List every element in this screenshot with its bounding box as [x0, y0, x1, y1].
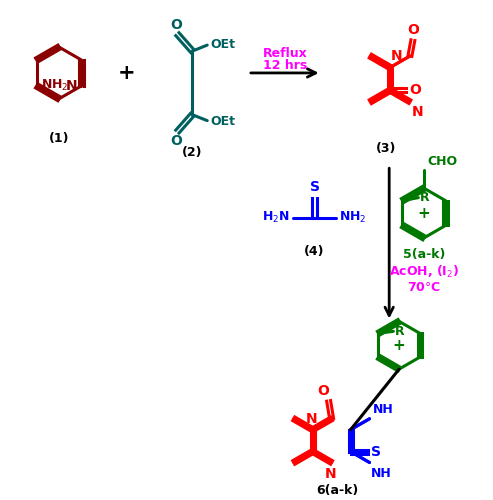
Text: AcOH, (I$_2$): AcOH, (I$_2$) [389, 264, 459, 280]
Text: O: O [171, 134, 182, 147]
Text: (4): (4) [304, 246, 325, 258]
Text: R: R [421, 191, 430, 204]
Text: S: S [371, 444, 382, 458]
Text: CHO: CHO [427, 156, 457, 168]
Text: +: + [118, 63, 136, 83]
Text: 5(a-k): 5(a-k) [403, 248, 445, 262]
Text: OEt: OEt [210, 115, 235, 128]
Text: +: + [393, 338, 406, 352]
Text: O: O [409, 84, 421, 98]
Text: O: O [407, 23, 419, 37]
Text: H$_2$N: H$_2$N [262, 210, 290, 224]
Text: NH$_2$: NH$_2$ [40, 78, 68, 94]
Text: OEt: OEt [210, 38, 235, 51]
Text: NH$_2$: NH$_2$ [340, 210, 367, 224]
Text: NH: NH [373, 403, 393, 416]
Text: 6(a-k): 6(a-k) [317, 484, 358, 497]
Text: N: N [412, 104, 423, 118]
Text: N: N [66, 79, 77, 93]
Text: O: O [171, 18, 182, 32]
Text: O: O [317, 384, 330, 398]
Text: 70$\degree$C: 70$\degree$C [407, 281, 441, 294]
Text: NH: NH [371, 468, 391, 480]
Text: Reflux: Reflux [262, 46, 307, 60]
Text: N: N [325, 468, 336, 481]
Text: N: N [306, 412, 317, 426]
Text: 12 hrs: 12 hrs [263, 60, 307, 72]
Text: (3): (3) [376, 142, 396, 155]
Text: +: + [418, 206, 430, 220]
Text: (2): (2) [182, 146, 203, 159]
Text: R: R [395, 325, 405, 338]
Text: N: N [391, 50, 403, 64]
Text: S: S [310, 180, 319, 194]
Text: (1): (1) [49, 132, 70, 145]
